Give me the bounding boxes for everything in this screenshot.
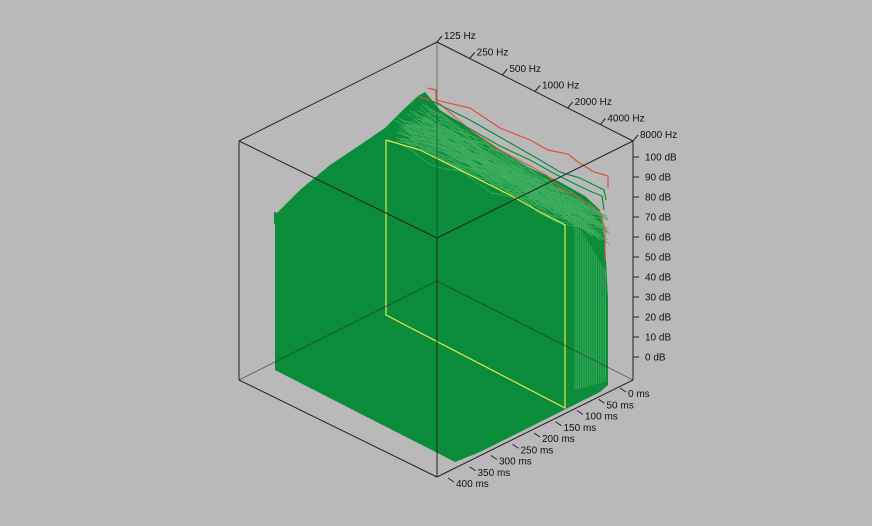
decay-line [429, 125, 610, 246]
freq-tick-label: 125 Hz [444, 31, 476, 42]
freq-tick [501, 68, 508, 76]
freq-tick [599, 118, 606, 125]
upper-decay-line-1 [429, 99, 607, 201]
decay-line [419, 128, 603, 241]
time-tick-label: 350 ms [478, 468, 511, 479]
level-tick-label: 70 dB [645, 213, 671, 224]
time-tick [555, 421, 562, 427]
box-edge-front-right [436, 140, 634, 239]
decay-line [426, 129, 609, 241]
time-tick [576, 410, 584, 415]
time-tick [619, 387, 627, 393]
box-edge-bottom-left [238, 379, 438, 478]
time-tick-label: 200 ms [542, 434, 575, 445]
decay-line [428, 113, 610, 234]
box-edge-back-left [238, 41, 438, 142]
time-tick-label: 250 ms [521, 445, 554, 456]
freq-tick-label: 500 Hz [509, 64, 541, 75]
time-tick [598, 398, 605, 404]
decay-line [419, 106, 604, 219]
decay-line [424, 127, 607, 233]
box-edge-hidden-left [238, 280, 438, 381]
time-tick-label: 0 ms [628, 389, 650, 400]
decay-line [421, 121, 605, 230]
decay-spectrum-line-red [417, 95, 606, 260]
freq-tick [469, 52, 476, 59]
level-tick-label: 30 dB [645, 293, 671, 304]
decay-line [427, 108, 609, 219]
freq-tick [534, 85, 541, 92]
level-tick-label: 10 dB [645, 333, 671, 344]
freq-tick-label: 1000 Hz [542, 81, 579, 92]
time-tick-label: 150 ms [564, 423, 597, 434]
freq-tick [632, 134, 639, 142]
time-tick [469, 466, 476, 472]
level-tick-label: 100 dB [645, 153, 677, 164]
level-tick-label: 60 dB [645, 233, 671, 244]
box-edge-front-left [238, 140, 438, 239]
time-tick [447, 477, 455, 483]
time-tick [533, 432, 541, 438]
freq-tick-label: 4000 Hz [607, 114, 644, 125]
level-tick-label: 20 dB [645, 313, 671, 324]
decay-line [427, 112, 609, 221]
decay-line [396, 142, 587, 231]
freq-tick [436, 35, 443, 43]
box-edge-bottom-right [436, 379, 634, 478]
level-tick-label: 40 dB [645, 273, 671, 284]
time-tick-label: 400 ms [456, 479, 489, 490]
peak-spectrum-line [427, 87, 609, 188]
decay-line [428, 114, 610, 230]
level-tick-label: 90 dB [645, 173, 671, 184]
freq-tick-label: 250 Hz [477, 48, 509, 59]
time-tick [512, 443, 519, 449]
level-tick-label: 50 dB [645, 253, 671, 264]
level-tick-label: 80 dB [645, 193, 671, 204]
time-tick [490, 455, 498, 460]
time-tick-label: 100 ms [585, 412, 618, 423]
time-tick-label: 300 ms [499, 457, 532, 468]
freq-tick-label: 2000 Hz [575, 97, 612, 108]
time-tick-label: 50 ms [607, 400, 634, 411]
freq-tick-label: 8000 Hz [640, 130, 677, 141]
level-tick-label: 0 dB [645, 353, 666, 364]
freq-tick [567, 101, 574, 109]
box-edge-hidden-right [436, 280, 634, 381]
upper-decay-line-2 [427, 103, 605, 211]
highlight-slice-frame [385, 139, 566, 409]
